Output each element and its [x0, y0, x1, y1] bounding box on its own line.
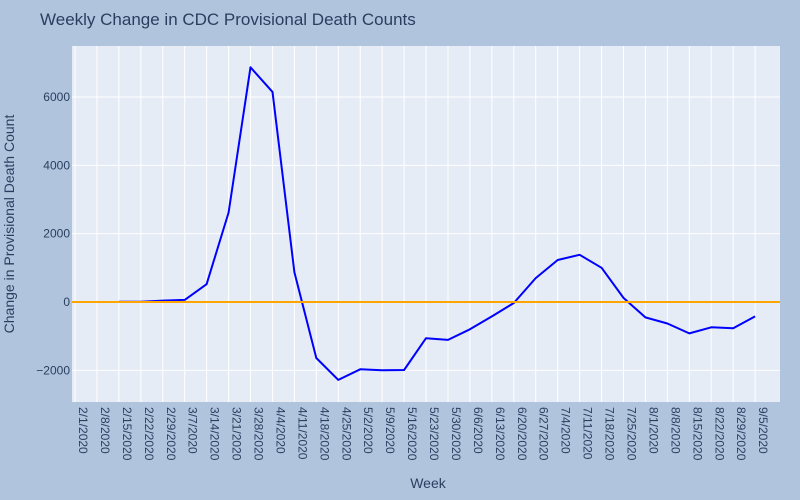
- data-point: [601, 267, 602, 268]
- x-tick-label: 2/22/2020: [142, 407, 156, 461]
- x-tick-label: 4/4/2020: [273, 407, 287, 454]
- data-point: [491, 316, 492, 317]
- data-point: [316, 357, 317, 358]
- x-tick-label: 3/21/2020: [230, 407, 244, 461]
- x-tick-label: 2/1/2020: [76, 407, 90, 454]
- x-tick-label: 5/30/2020: [449, 407, 463, 461]
- x-tick-label: 8/29/2020: [734, 407, 748, 461]
- y-tick-labels: −2000 0 2000 4000 6000: [36, 90, 70, 377]
- data-point: [469, 329, 470, 330]
- data-point: [338, 379, 339, 380]
- series-line-0: [118, 66, 756, 381]
- x-tick-label: 2/8/2020: [98, 407, 112, 454]
- x-gridlines: [74, 46, 756, 402]
- x-tick-label: 9/5/2020: [756, 407, 770, 454]
- x-tick-label: 7/25/2020: [625, 407, 639, 461]
- x-tick-label: 3/14/2020: [208, 407, 222, 461]
- x-tick-label: 4/25/2020: [339, 407, 353, 461]
- y-tick-label: 4000: [43, 158, 70, 172]
- data-point: [447, 339, 448, 340]
- data-point: [425, 338, 426, 339]
- x-tick-label: 7/4/2020: [559, 407, 573, 454]
- data-point: [645, 317, 646, 318]
- y-tick-label: 6000: [43, 90, 70, 104]
- y-axis-title: Change in Provisional Death Count: [1, 115, 17, 334]
- data-point: [623, 297, 624, 298]
- x-tick-label: 6/6/2020: [471, 407, 485, 454]
- x-tick-label: 7/11/2020: [581, 407, 595, 460]
- x-tick-label: 3/7/2020: [186, 407, 200, 454]
- data-point: [206, 284, 207, 285]
- data-point: [579, 254, 580, 255]
- x-tick-label: 4/18/2020: [317, 407, 331, 461]
- x-tick-labels: 2/1/2020 2/8/2020 2/15/2020 2/22/2020 2/29/2…: [76, 407, 770, 461]
- x-tick-label: 6/13/2020: [493, 407, 507, 461]
- data-point: [272, 91, 273, 92]
- data-point: [667, 323, 668, 324]
- x-tick-label: 2/15/2020: [120, 407, 134, 461]
- data-point: [733, 328, 734, 329]
- data-point: [184, 299, 185, 300]
- data-point: [360, 369, 361, 370]
- data-point: [228, 212, 229, 213]
- y-gridlines: [72, 96, 780, 371]
- y-tick-label: 0: [63, 295, 70, 309]
- data-point: [557, 259, 558, 260]
- data-point: [689, 333, 690, 334]
- data-point: [404, 369, 405, 370]
- x-tick-label: 7/18/2020: [603, 407, 617, 461]
- data-point: [535, 278, 536, 279]
- y-tick-label: 2000: [43, 227, 70, 241]
- x-tick-label: 8/22/2020: [712, 407, 726, 461]
- x-axis-title: Week: [410, 475, 447, 491]
- y-tick-label: −2000: [36, 363, 70, 377]
- x-tick-label: 5/16/2020: [405, 407, 419, 461]
- data-point: [294, 272, 295, 273]
- x-tick-label: 4/11/2020: [295, 407, 309, 460]
- x-tick-label: 5/2/2020: [361, 407, 375, 454]
- data-point: [250, 67, 251, 68]
- x-tick-label: 8/8/2020: [668, 407, 682, 454]
- x-tick-label: 6/27/2020: [537, 407, 551, 461]
- x-tick-label: 3/28/2020: [252, 407, 266, 461]
- data-point: [711, 327, 712, 328]
- data-point: [755, 316, 756, 317]
- x-tick-label: 5/9/2020: [383, 407, 397, 454]
- chart-title: Weekly Change in CDC Provisional Death C…: [40, 10, 416, 29]
- x-tick-label: 8/15/2020: [690, 407, 704, 461]
- x-tick-label: 6/20/2020: [515, 407, 529, 461]
- x-tick-label: 2/29/2020: [164, 407, 178, 461]
- data-point: [382, 370, 383, 371]
- series-layer: [72, 66, 780, 381]
- x-tick-label: 8/1/2020: [646, 407, 660, 454]
- x-tick-label: 5/23/2020: [427, 407, 441, 461]
